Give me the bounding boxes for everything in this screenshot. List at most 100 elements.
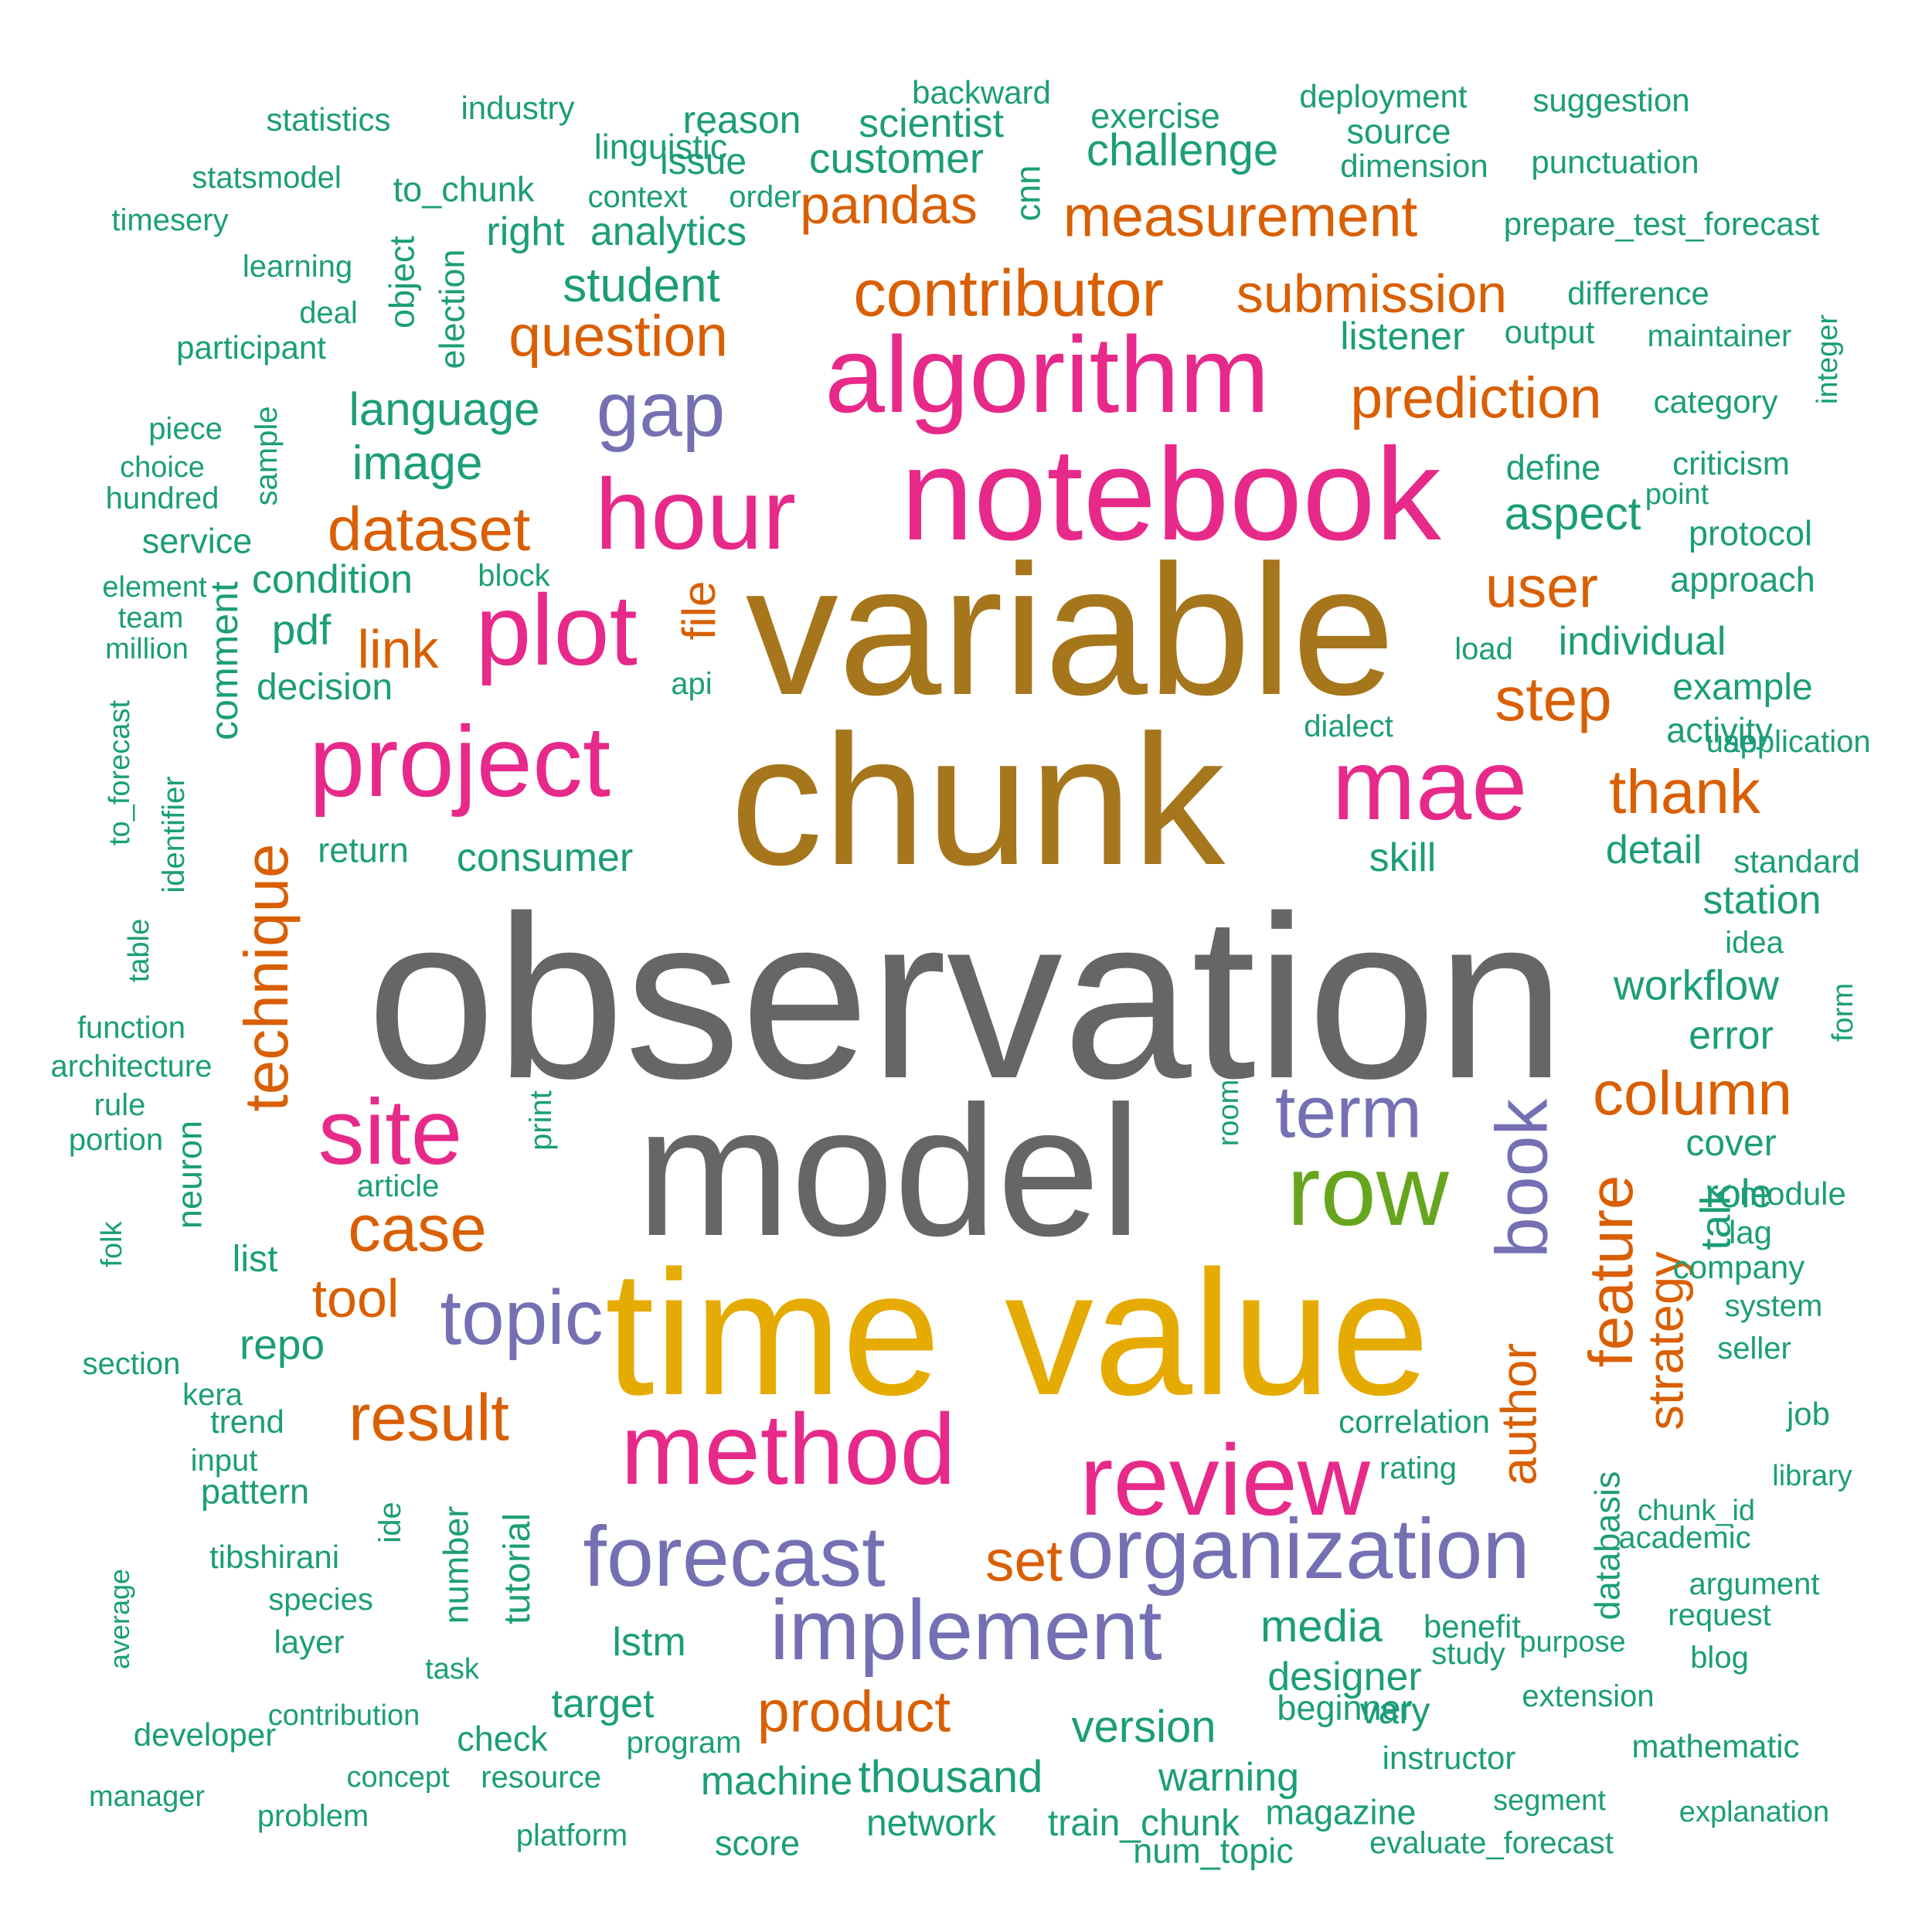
word-step: step	[1495, 665, 1612, 733]
word-file: file	[673, 580, 725, 641]
word-job: job	[1786, 1396, 1831, 1432]
word-train-chunk: train_chunk	[1047, 1803, 1240, 1844]
word-mathematic: mathematic	[1631, 1728, 1800, 1764]
word-role: role	[1705, 1172, 1773, 1216]
word-user: user	[1485, 554, 1598, 620]
word-condition: condition	[251, 557, 413, 602]
word-idea: idea	[1725, 926, 1784, 960]
word-skill: skill	[1369, 835, 1437, 880]
word-element: element	[102, 571, 207, 604]
word-pandas: pandas	[800, 175, 978, 235]
word-approach: approach	[1670, 560, 1815, 600]
word-right: right	[486, 209, 565, 254]
word-error: error	[1689, 1013, 1774, 1058]
word-criticism: criticism	[1672, 445, 1790, 481]
word-extension: extension	[1522, 1679, 1655, 1713]
word-blog: blog	[1690, 1641, 1749, 1675]
word-form: form	[1827, 983, 1859, 1042]
word-tool: tool	[311, 1268, 400, 1328]
word-hundred: hundred	[105, 481, 219, 515]
word-activity: activity	[1666, 710, 1773, 750]
word-network: network	[866, 1803, 997, 1844]
word-pattern: pattern	[200, 1471, 310, 1512]
word-module: module	[1740, 1175, 1846, 1212]
word-vary: vary	[1359, 1691, 1430, 1732]
word-benefit: benefit	[1423, 1608, 1522, 1645]
word-academic: academic	[1618, 1521, 1751, 1555]
word-warning: warning	[1158, 1755, 1300, 1800]
word-prediction: prediction	[1350, 365, 1602, 430]
word-thank: thank	[1609, 757, 1760, 826]
word-consumer: consumer	[456, 835, 634, 880]
word-talk: talk	[1691, 1184, 1740, 1250]
word-platform: platform	[515, 1818, 628, 1852]
word-site: site	[318, 1080, 463, 1184]
word-contribution: contribution	[267, 1699, 420, 1732]
word-integer: integer	[1811, 314, 1844, 405]
word-learning: learning	[242, 250, 353, 284]
word-backward: backward	[912, 74, 1051, 111]
word-species: species	[268, 1583, 373, 1617]
word-seller: seller	[1717, 1332, 1791, 1366]
word-section: section	[82, 1347, 181, 1381]
word-submission: submission	[1236, 264, 1508, 324]
word-load: load	[1454, 632, 1513, 666]
word-repo: repo	[239, 1320, 325, 1369]
word-review: review	[1080, 1423, 1370, 1536]
word-individual: individual	[1558, 619, 1726, 664]
word-row: row	[1287, 1134, 1449, 1247]
word-statistics: statistics	[266, 101, 391, 138]
word-organization: organization	[1066, 1502, 1530, 1597]
word-table: table	[123, 918, 155, 983]
word-purpose: purpose	[1519, 1626, 1626, 1658]
word-plot: plot	[475, 573, 638, 686]
word-case: case	[348, 1192, 487, 1266]
word-column: column	[1593, 1059, 1792, 1128]
word-prepare-test-forecast: prepare_test_forecast	[1503, 206, 1820, 242]
word-result: result	[349, 1381, 509, 1455]
word-linguistic: linguistic	[594, 127, 728, 167]
word-resource: resource	[481, 1760, 601, 1794]
word-image: image	[352, 437, 483, 490]
word-cover: cover	[1685, 1123, 1777, 1164]
word-deployment: deployment	[1299, 78, 1468, 114]
word-time: time	[604, 1233, 941, 1432]
word-mae: mae	[1332, 728, 1528, 841]
word-reason: reason	[682, 98, 801, 141]
word-issue: issue	[659, 141, 747, 182]
word-service: service	[141, 521, 253, 561]
word-version: version	[1071, 1702, 1216, 1752]
word-category: category	[1653, 383, 1778, 420]
word-example: example	[1672, 667, 1813, 708]
word-measurement: measurement	[1063, 183, 1418, 249]
word-score: score	[714, 1823, 801, 1863]
word-listener: listener	[1340, 315, 1465, 358]
word-point: point	[1645, 478, 1709, 511]
word-library: library	[1772, 1460, 1852, 1492]
word-technique: technique	[232, 843, 301, 1112]
word-statsmodel: statsmodel	[192, 161, 342, 195]
word-evaluate-forecast: evaluate_forecast	[1369, 1826, 1614, 1860]
word-product: product	[757, 1679, 951, 1744]
word-forecast: forecast	[583, 1509, 886, 1604]
word-piece: piece	[148, 412, 223, 446]
word-gap: gap	[596, 366, 726, 453]
word-manager: manager	[89, 1781, 205, 1813]
word-workflow: workflow	[1614, 961, 1779, 1009]
word-input: input	[190, 1444, 258, 1478]
word-timesery: timesery	[111, 203, 229, 237]
word-value: value	[1005, 1233, 1430, 1432]
word-contributor: contributor	[853, 257, 1164, 331]
word-dialect: dialect	[1304, 709, 1393, 743]
word-deal: deal	[299, 296, 358, 330]
word-author: author	[1490, 1342, 1547, 1486]
word-problem: problem	[257, 1799, 369, 1833]
word-target: target	[551, 1682, 655, 1726]
word-application: application	[1723, 725, 1871, 759]
word-set: set	[985, 1528, 1063, 1594]
word-question: question	[509, 303, 728, 369]
word-explanation: explanation	[1679, 1796, 1830, 1828]
word-link: link	[357, 619, 439, 679]
word-use: use	[1706, 725, 1757, 759]
word-ide: ide	[373, 1502, 407, 1543]
